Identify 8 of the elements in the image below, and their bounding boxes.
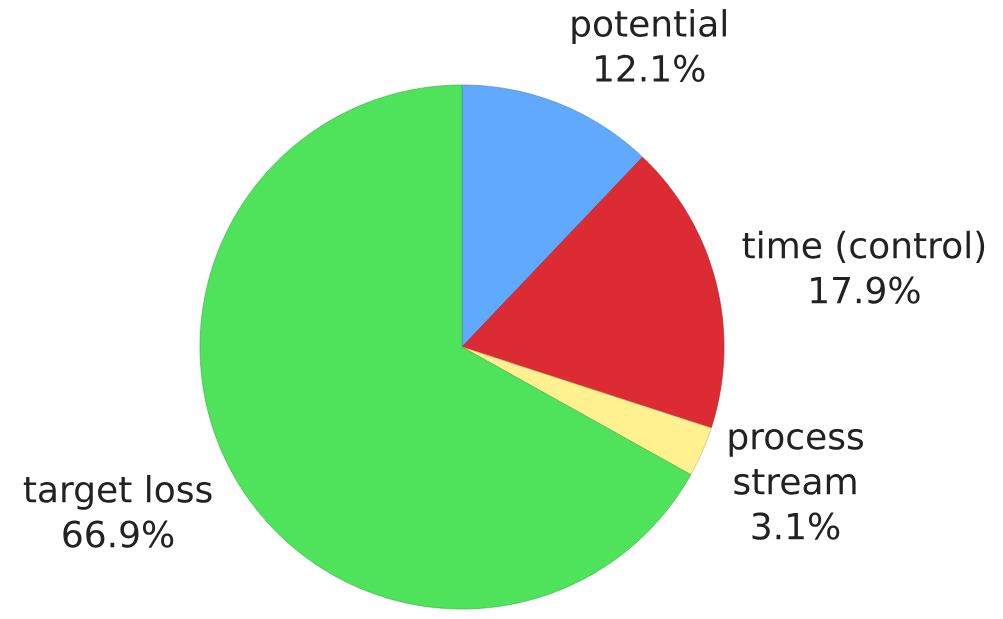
slice-label: time (control)	[742, 230, 985, 263]
data-label: 3.1%	[752, 512, 840, 540]
slice-label: target loss	[23, 474, 212, 510]
data-label: 17.9%	[811, 276, 920, 304]
data-label: 12.1%	[595, 54, 705, 82]
slice-label: process stream	[729, 429, 863, 495]
data-label: 66.9%	[63, 520, 174, 548]
slice-label: potential	[572, 9, 726, 44]
